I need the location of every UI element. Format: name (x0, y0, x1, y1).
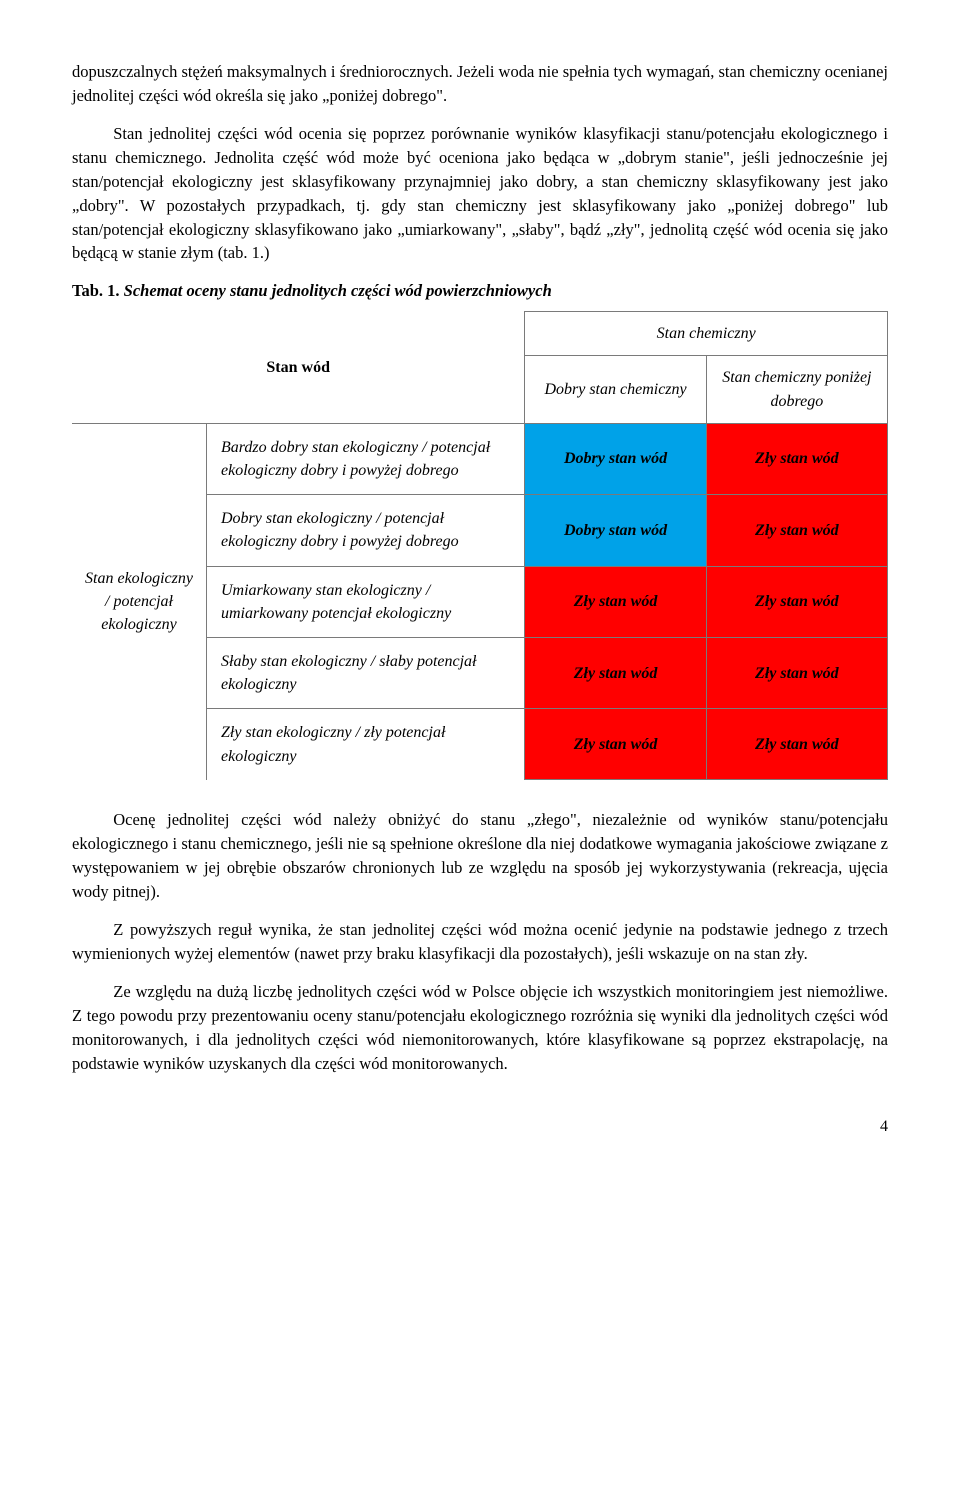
header-stan-chemiczny: Stan chemiczny (525, 312, 888, 356)
desc-cell: Bardzo dobry stan ekologiczny / potencja… (207, 423, 525, 494)
paragraph-2: Stan jednolitej części wód ocenia się po… (72, 122, 888, 266)
row-header-ekologiczny: Stan ekologiczny / potencjał ekologiczny (72, 423, 207, 779)
desc-cell: Słaby stan ekologiczny / słaby potencjał… (207, 637, 525, 708)
paragraph-4: Z powyższych reguł wynika, że stan jedno… (72, 918, 888, 966)
desc-cell: Zły stan ekologiczny / zły potencjał eko… (207, 709, 525, 780)
value-cell: Zły stan wód (525, 709, 706, 780)
value-cell: Zły stan wód (706, 709, 887, 780)
table-row: Stan ekologiczny / potencjał ekologiczny… (72, 423, 888, 494)
page-number: 4 (72, 1115, 888, 1138)
header-row-1: Stan wód Stan chemiczny (72, 312, 888, 356)
paragraph-5: Ze względu na dużą liczbę jednolitych cz… (72, 980, 888, 1076)
desc-cell: Dobry stan ekologiczny / potencjał ekolo… (207, 495, 525, 566)
paragraph-1: dopuszczalnych stężeń maksymalnych i śre… (72, 60, 888, 108)
paragraph-3: Ocenę jednolitej części wód należy obniż… (72, 808, 888, 904)
value-cell: Zły stan wód (525, 566, 706, 637)
value-cell: Zły stan wód (706, 637, 887, 708)
header-ponizej-chem: Stan chemiczny poniżej dobrego (706, 356, 887, 423)
assessment-table: Stan wód Stan chemiczny Dobry stan chemi… (72, 311, 888, 780)
desc-cell: Umiarkowany stan ekologiczny / umiarkowa… (207, 566, 525, 637)
table-caption: Tab. 1. Schemat oceny stanu jednolitych … (72, 279, 888, 303)
value-cell: Zły stan wód (706, 566, 887, 637)
table-title: Schemat oceny stanu jednolitych części w… (124, 281, 552, 300)
value-cell: Zły stan wód (525, 637, 706, 708)
value-cell: Dobry stan wód (525, 423, 706, 494)
header-stan-wod: Stan wód (72, 312, 525, 424)
value-cell: Zły stan wód (706, 495, 887, 566)
value-cell: Zły stan wód (706, 423, 887, 494)
header-dobry-chem: Dobry stan chemiczny (525, 356, 706, 423)
value-cell: Dobry stan wód (525, 495, 706, 566)
table-label: Tab. 1. (72, 281, 124, 300)
